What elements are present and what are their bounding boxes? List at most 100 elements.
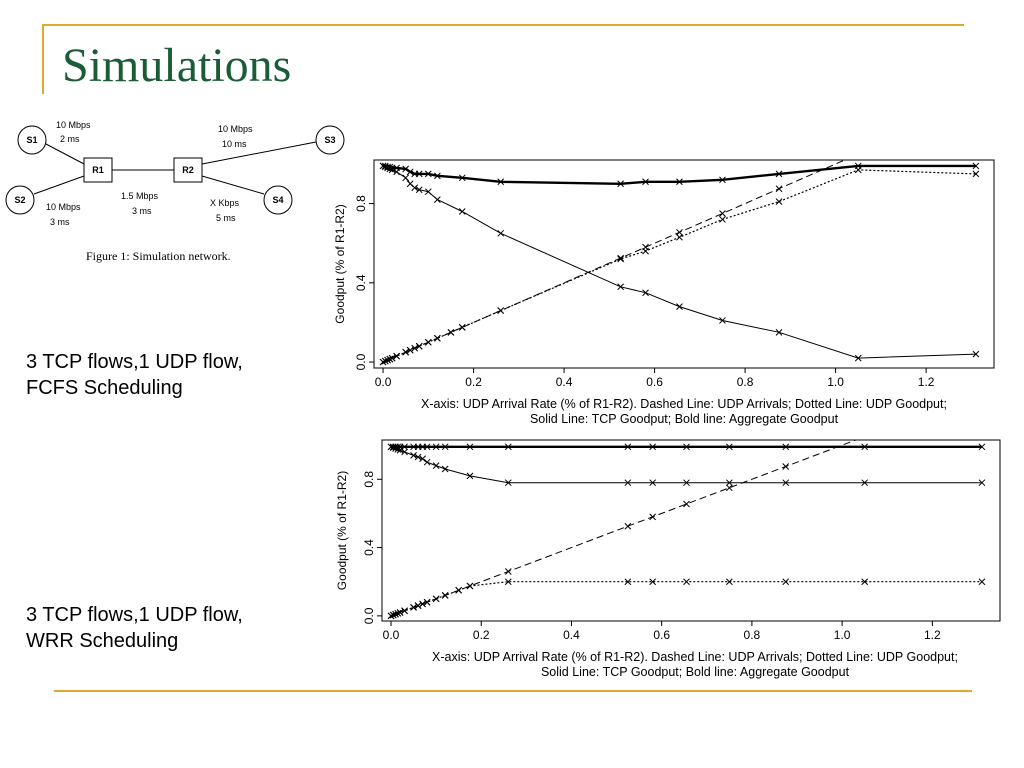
chart2-series-solid-point [414,453,422,461]
chart1-series-solid-point [719,317,726,324]
chart1-series-solid-point [458,208,466,215]
chart1-series-group [379,151,980,366]
chart2-xtick-label: 0.0 [383,628,400,642]
chart2-series-dotted-point [414,602,422,609]
chart1-series-dotted-point [381,357,389,365]
chart1-ytick-label: 0.0 [354,353,368,370]
chart2-series-solid-point [504,479,512,487]
chart2-caption-line1: 3 TCP flows,1 UDP flow, [26,604,243,626]
chart1-series-dotted-point [384,356,391,364]
chart2-series-dotted-point [782,578,790,586]
chart2-series-bold-point [978,443,986,451]
chart1-series-bold-point [402,165,410,173]
chart2-xtick-label: 0.8 [744,628,761,642]
chart2-series-solid-point [649,479,657,487]
chart2-series-dotted-point [649,578,657,586]
node-r1-label: R1 [92,165,104,175]
link-s1-r1-delay: 2 ms [60,134,80,144]
chart2-series-bold-point [624,443,632,451]
link-r2-s4-bandwidth: X Kbps [210,198,240,208]
chart1-caption: 3 TCP flows,1 UDP flow, FCFS Scheduling [26,349,243,401]
bottom-rule [54,690,972,692]
chart2-series-solid-point [725,479,733,487]
chart2-series-bold-point [782,443,790,451]
chart1-series-solid-point [617,283,624,291]
chart2-series-solid-point [423,458,431,466]
node-s1-shape [17,125,47,155]
node-s4-label: S4 [272,195,283,205]
node-r2-label: R2 [182,165,194,175]
chart2-series-dashed-point [504,568,512,575]
chart2-caption-line2: WRR Scheduling [26,630,179,652]
node-s1-label: S1 [26,135,37,145]
node-s4-shape [263,185,293,215]
chart1-series-dotted-point [447,328,455,336]
chart2-series-bold-point [725,443,733,451]
link-s2-r1-bandwidth: 10 Mbps [46,202,81,212]
chart2-series-dotted-point [419,600,426,608]
chart2-series-solid-point [782,479,790,487]
link-r2-s4 [201,175,265,195]
chart1-xlabel: X-axis: UDP Arrival Rate (% of R1-R2). D… [421,397,947,411]
top-rule [42,24,964,26]
chart1-xtick-label: 0.8 [737,375,754,389]
chart2-series-solid-point [861,479,869,487]
chart1-series-dotted-point [458,324,466,331]
link-s1-r1 [45,143,85,165]
link-r2-s3-delay: 10 ms [222,139,247,149]
chart1-series-dotted-point [775,198,783,205]
chart1-series-solid-point [642,289,649,297]
network-caption: Figure 1: Simulation network. [86,249,231,263]
chart2-series-solid-line [390,446,982,484]
chart1-series-solid-point [411,184,419,192]
chart2-xtick-label: 0.4 [563,628,580,642]
chart1-series-dotted-point [642,247,649,255]
chart1-series-solid-point [402,174,410,182]
chart1-series-bold-point [617,180,624,188]
chart1-series-bold-point [458,174,466,182]
chart1-series-dotted-line [382,169,976,363]
node-s3-shape [315,125,345,155]
chart1-series-dotted-point [972,170,980,178]
chart2-series-dotted-point [389,611,397,619]
left-rule [42,24,44,94]
chart2-series-bold-point [649,443,657,451]
chart2-series-dotted-point [401,607,408,615]
chart1-series-dotted-point [434,334,441,342]
chart1-series-dashed-point [855,151,861,157]
chart1-series-dotted-point [497,307,505,314]
link-r1-r2-delay: 3 ms [132,206,152,216]
chart2-xtick-label: 0.2 [473,628,490,642]
chart1-xtick-label: 0.6 [646,375,663,389]
simulation-network-diagram: S1 S2 S3 S4 R1 R2 10 Mbps 2 ms 10 Mbps 3… [5,120,345,263]
link-r2-s3-bandwidth: 10 Mbps [218,124,253,134]
chart1-xtick-label: 1.2 [918,375,935,389]
chart2-caption: 3 TCP flows,1 UDP flow, WRR Scheduling [26,602,243,654]
chart2-series-dotted-point [861,578,869,586]
chart1-xlabel-line2: Solid Line: TCP Goodput; Bold line: Aggr… [530,412,839,426]
chart1-series-dotted-point [617,255,624,263]
chart1-xtick-label: 0.2 [465,375,482,389]
link-r2-s3 [201,141,317,165]
chart1-series-bold-point [406,168,414,176]
chart2-ytick-label: 0.0 [362,607,376,624]
chart1-series-bold-point [972,162,980,170]
chart2-series-solid-point [624,479,632,487]
chart1-series-dotted-point [424,338,432,346]
chart1-series-dotted-point [379,358,387,366]
chart2-series-dotted-point [624,578,632,586]
chart1-series-dotted-point [719,216,726,223]
node-r1-shape [83,157,113,183]
wrr-goodput-chart: 0.0 0.2 0.4 0.6 0.8 1.0 1.2 0.0 0.4 0.8 Goodput (%… [335,439,1001,679]
chart1-series-dotted-point [406,346,414,354]
chart2-series-solid-point [419,455,426,463]
chart2-series-bold-point [394,443,402,451]
chart2-xlabel: X-axis: UDP Arrival Rate (% of R1-R2). D… [432,650,958,664]
chart2-series-dotted-point [396,609,404,616]
chart2-series-solid-point [441,465,449,473]
chart1-series-bold-point [393,164,400,172]
link-r1-r2-bandwidth: 1.5 Mbps [121,191,159,201]
chart2-series-bold-point [504,443,512,451]
chart2-series-bold-point [466,443,474,451]
chart1-series-solid-point [434,196,441,203]
